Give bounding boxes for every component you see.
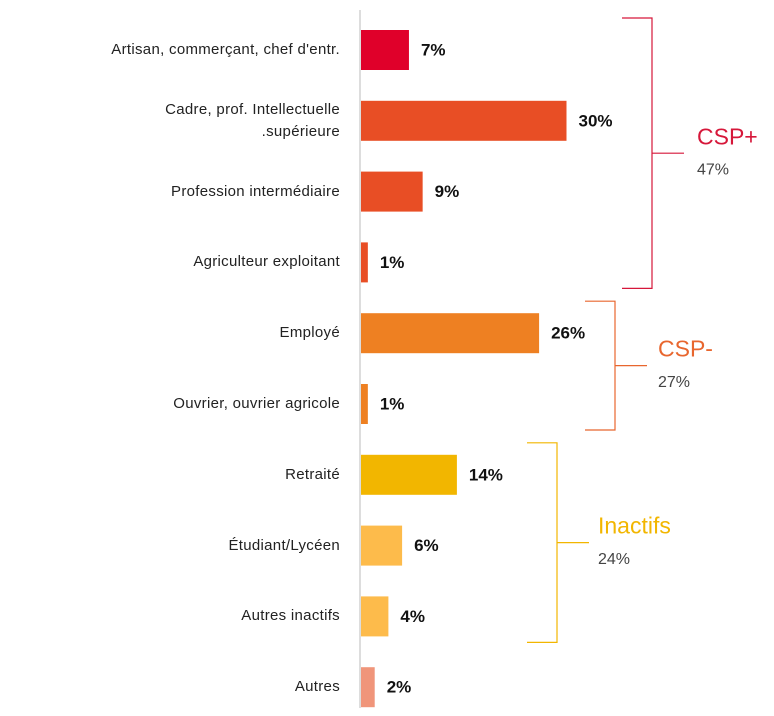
category-label: Autres inactifs [241,607,340,625]
group-name: CSP+ [697,123,758,149]
bar [361,100,567,141]
group-total: 27% [658,374,690,391]
value-label: 6% [414,536,439,555]
bar [361,454,457,495]
bar [361,242,368,283]
category-label: Artisan, commerçant, chef d'entr. [111,41,340,58]
category-label: Cadre, prof. Intellectuelle .supérieure [165,100,340,140]
bar [361,171,423,212]
value-label: 1% [380,394,405,413]
value-label: 1% [380,253,405,272]
group-total: 47% [697,161,729,178]
value-label: 14% [469,465,503,484]
category-label: Agriculteur exploitant [193,253,340,271]
bar [361,667,375,708]
category-label: Ouvrier, ouvrier agricole [173,395,340,412]
value-label: 2% [387,678,412,697]
bar [361,525,403,566]
category-label: Autres [294,678,340,696]
category-label: Profession intermédiaire [171,182,340,200]
group-total: 24% [598,551,630,568]
value-label: 26% [551,324,585,343]
value-label: 30% [579,111,613,130]
group-bracket [527,442,589,643]
group-bracket [622,17,684,289]
category-label: Retraité [285,465,340,483]
group-bracket [585,300,647,431]
category-label: Employé [279,324,340,342]
group-name: Inactifs [598,513,671,539]
category-label: Étudiant/Lycéen [228,536,340,554]
bar [361,30,409,70]
value-label: 7% [421,40,446,59]
value-label: 4% [400,607,425,626]
bar [361,596,389,637]
group-name: CSP- [658,336,713,362]
bar [361,313,540,354]
value-label: 9% [435,182,460,201]
bar [361,384,368,424]
